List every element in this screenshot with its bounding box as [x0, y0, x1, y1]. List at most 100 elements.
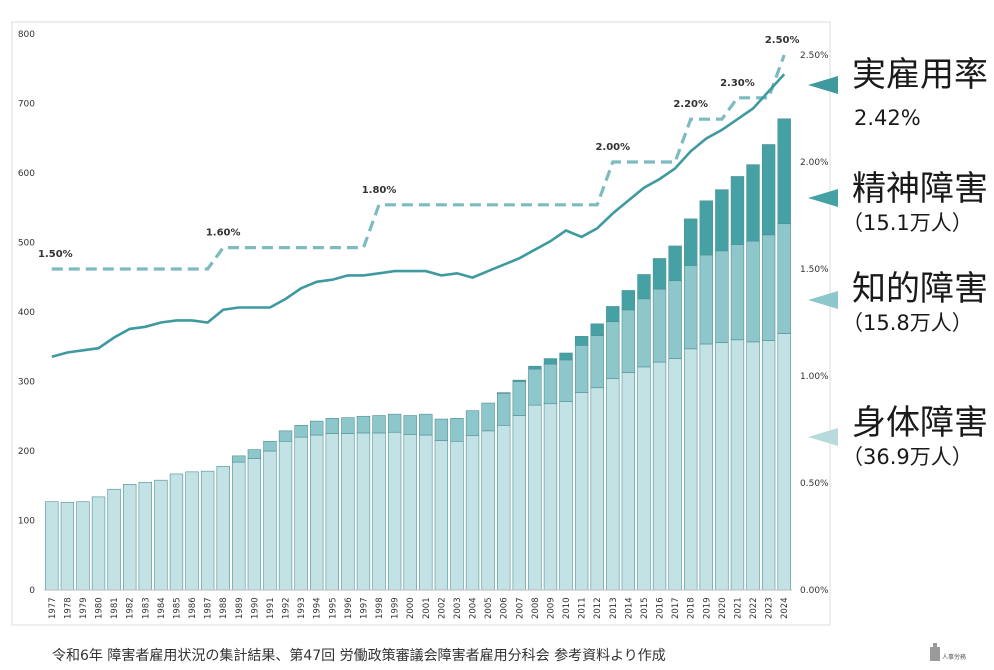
bar-segment-physical: [699, 343, 713, 591]
bar-segment-physical: [200, 470, 215, 591]
bar-segment-physical: [497, 424, 511, 591]
legal-rate-label: 1.60%: [206, 228, 241, 239]
x-tick-label: 1998: [375, 597, 385, 619]
bar-segment-physical: [76, 501, 90, 591]
x-tick-label: 2014: [624, 597, 634, 619]
bar-segment-intellectual: [559, 359, 573, 402]
x-tick-label: 2018: [687, 597, 697, 619]
bar-segment-physical: [761, 340, 776, 591]
x-tick-label: 2023: [765, 597, 775, 619]
bar-segment-mental: [699, 200, 713, 256]
x-tick-label: 2003: [453, 597, 463, 619]
legal-rate-label: 1.80%: [362, 185, 397, 196]
x-tick-label: 2011: [578, 597, 588, 619]
x-tick-label: 1997: [359, 597, 369, 619]
bar-segment-physical: [621, 372, 636, 591]
bar-segment-physical: [387, 431, 402, 591]
bar-segment-intellectual: [730, 244, 745, 341]
x-tick-label: 1985: [172, 597, 182, 619]
logo: 人事労務: [930, 643, 966, 661]
bar-segment-intellectual: [403, 415, 417, 435]
bar-segment-mental: [606, 306, 620, 323]
x-axis: 1977 1978 1979 1980 1981 1982 1983 1984 1985 1986…: [48, 597, 790, 619]
bar-segment-physical: [559, 401, 573, 591]
x-tick-label: 1990: [250, 597, 260, 619]
bar-segment-physical: [606, 378, 620, 591]
bar-segment-mental: [512, 379, 526, 382]
bar-segment-intellectual: [543, 363, 558, 405]
bar-segment-physical: [777, 333, 791, 591]
y-right-tick-label: 1.00%: [800, 372, 829, 382]
legend-sub: （15.1万人）: [842, 211, 973, 235]
legend: 実雇用率 2.42% 精神障害（15.1万人） 知的障害（15.8万人） 身体障害（36…: [808, 55, 988, 469]
bar-segment-physical: [325, 433, 339, 591]
x-tick-label: 2004: [469, 597, 479, 619]
bar-segment-physical: [232, 461, 246, 591]
legal-rate-label: 2.50%: [765, 35, 800, 46]
legal-rate-labels: 1.50% 1.60% 1.80% 2.00% 2.20% 2.30% 2.50%: [38, 35, 800, 260]
x-tick-label: 2000: [406, 597, 416, 619]
legend-sub: （15.8万人）: [842, 311, 973, 335]
x-tick-label: 1982: [126, 597, 136, 619]
bar-segment-physical: [590, 387, 604, 591]
x-tick-label: 2020: [718, 597, 728, 619]
right-y-axis: 0.00% 0.50% 1.00% 1.50% 2.00% 2.50%: [800, 51, 829, 596]
x-tick-label: 2006: [500, 597, 510, 619]
x-tick-label: 1995: [328, 597, 338, 619]
legend-title: 精神障害: [852, 169, 988, 209]
bar-segment-physical: [512, 415, 526, 591]
bar-segment-physical: [465, 435, 480, 591]
bar-segment-intellectual: [356, 415, 371, 434]
bar-segment-intellectual: [325, 418, 339, 434]
bar-segment-physical: [169, 473, 184, 591]
bar-segment-physical: [154, 479, 168, 591]
bar-segment-mental: [543, 358, 558, 365]
bar-segment-physical: [278, 440, 293, 591]
y-right-tick-label: 2.00%: [800, 158, 829, 168]
y-left-tick-label: 600: [18, 169, 35, 179]
bar-segment-mental: [730, 176, 745, 245]
legend-sub: 2.42%: [854, 106, 921, 130]
bar-segment-mental: [746, 164, 760, 242]
bar-segment-mental: [559, 352, 573, 361]
bar-segment-physical: [310, 434, 324, 591]
x-tick-label: 1983: [141, 597, 151, 619]
legal-rate-label: 2.20%: [673, 99, 708, 110]
bar-segment-intellectual: [746, 240, 760, 343]
y-left-tick-label: 300: [18, 378, 35, 388]
x-tick-label: 2022: [749, 597, 759, 619]
y-left-tick-label: 400: [18, 308, 35, 318]
y-right-tick-label: 1.50%: [800, 265, 829, 275]
logo-icon-small: [933, 643, 937, 648]
bar-segment-mental: [621, 290, 636, 311]
legend-title: 実雇用率: [852, 55, 988, 95]
bar-segment-intellectual: [263, 440, 277, 452]
x-tick-label: 1978: [63, 597, 73, 619]
x-tick-label: 2021: [733, 597, 743, 619]
x-tick-label: 1977: [48, 597, 58, 619]
x-tick-label: 1980: [95, 597, 105, 619]
bar-segment-physical: [528, 404, 542, 591]
bar-segment-physical: [637, 366, 651, 591]
bar-segment-intellectual: [621, 309, 636, 373]
y-right-tick-label: 0.00%: [800, 586, 829, 596]
bar-segment-mental: [777, 118, 791, 225]
bar-segment-physical: [434, 440, 449, 591]
x-tick-label: 1999: [391, 597, 401, 619]
x-tick-label: 2012: [593, 597, 603, 619]
bar-segment-intellectual: [512, 381, 526, 416]
x-tick-label: 2001: [422, 597, 432, 619]
bar-segment-intellectual: [528, 368, 542, 406]
bar-segment-intellectual: [590, 335, 604, 389]
bar-segment-physical: [730, 339, 745, 591]
x-tick-label: 2019: [702, 597, 712, 619]
bar-segment-mental: [715, 189, 729, 252]
bar-segment-mental: [497, 392, 511, 394]
bar-segment-intellectual: [699, 254, 713, 345]
x-tick-label: 2007: [515, 597, 525, 619]
source-caption: 令和6年 障害者雇用状況の集計結果、第47回 労働政策審議会障害者雇用分科会 参…: [52, 647, 666, 664]
x-tick-label: 2002: [437, 597, 447, 619]
bar-segment-physical: [294, 436, 308, 591]
bar-segment-intellectual: [341, 417, 355, 434]
